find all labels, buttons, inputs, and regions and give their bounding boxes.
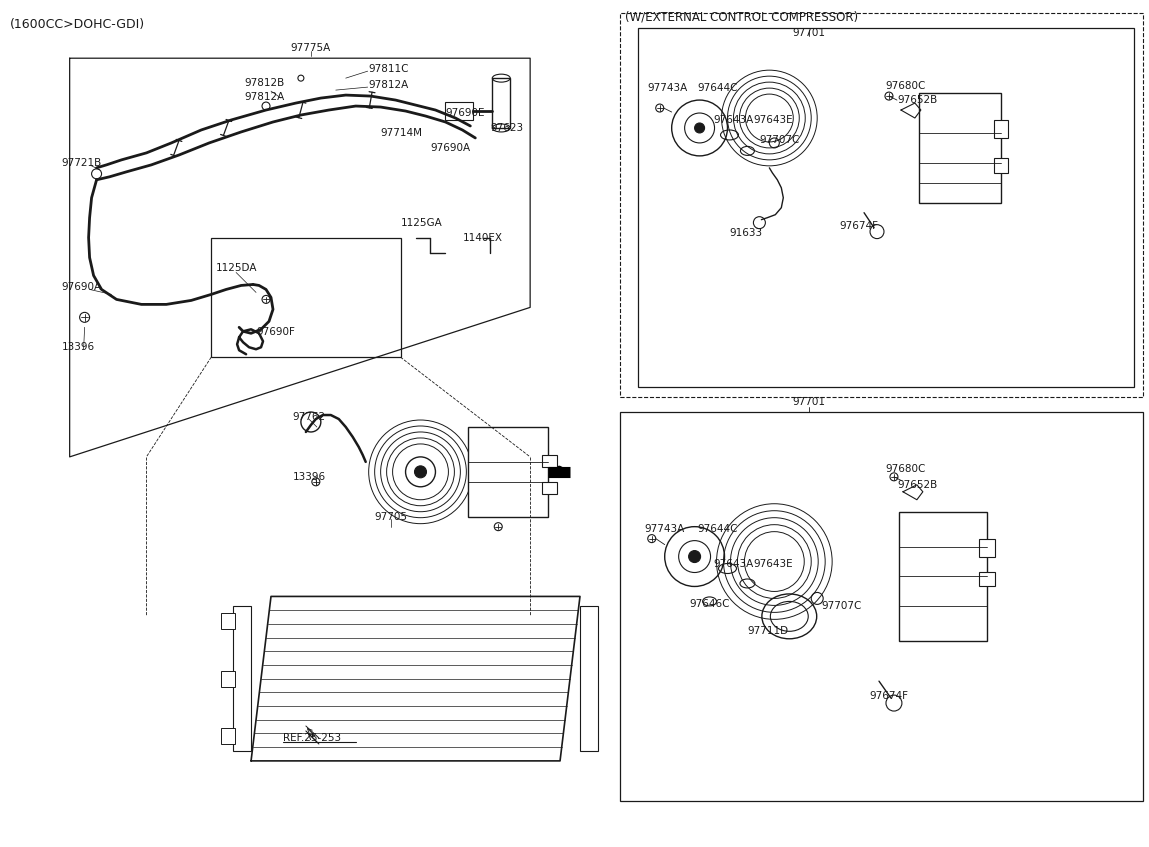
Text: 97680C: 97680C — [885, 464, 925, 473]
Text: 97711D: 97711D — [748, 626, 788, 636]
Bar — [919, 93, 1001, 202]
Text: 97690F: 97690F — [256, 327, 295, 337]
Text: 97775A: 97775A — [291, 43, 331, 53]
Bar — [994, 120, 1008, 138]
Text: 97690A: 97690A — [62, 282, 102, 292]
Text: 97690E: 97690E — [446, 108, 485, 118]
Text: 97743A: 97743A — [645, 523, 685, 534]
Bar — [580, 606, 597, 751]
Bar — [446, 102, 473, 120]
Text: 97623: 97623 — [491, 123, 524, 133]
Bar — [221, 671, 236, 687]
Text: 97646C: 97646C — [689, 600, 730, 609]
Bar — [492, 78, 510, 128]
Text: 1125GA: 1125GA — [401, 218, 442, 228]
Text: 97707C: 97707C — [759, 135, 800, 145]
Text: REF.25-253: REF.25-253 — [283, 733, 341, 743]
Text: 97811C: 97811C — [369, 64, 409, 75]
Text: 97643A: 97643A — [714, 558, 754, 568]
Text: 97721B: 97721B — [62, 158, 102, 168]
Bar — [211, 238, 401, 357]
Text: 97680C: 97680C — [885, 81, 925, 91]
Text: 13396: 13396 — [62, 342, 95, 352]
Bar — [619, 14, 1143, 397]
Text: 1125DA: 1125DA — [216, 263, 257, 273]
Text: 97643E: 97643E — [754, 558, 793, 568]
Text: 97643E: 97643E — [754, 115, 793, 125]
Bar — [221, 728, 236, 744]
Bar — [979, 572, 995, 586]
Text: 97644C: 97644C — [697, 523, 738, 534]
Text: (1600CC>DOHC-GDI): (1600CC>DOHC-GDI) — [10, 19, 145, 31]
Text: 97690A: 97690A — [431, 143, 471, 153]
Circle shape — [688, 551, 701, 562]
Text: 97701: 97701 — [793, 28, 826, 38]
Bar — [469, 427, 548, 517]
Circle shape — [406, 457, 435, 487]
Bar — [542, 455, 557, 467]
Bar — [619, 412, 1143, 800]
Text: 1140EX: 1140EX — [462, 233, 502, 242]
Text: 97743A: 97743A — [648, 83, 688, 93]
Text: 97701: 97701 — [793, 397, 826, 407]
Text: 97643A: 97643A — [714, 115, 754, 125]
Text: 97762: 97762 — [292, 412, 325, 422]
Text: 97812A: 97812A — [244, 92, 284, 102]
Text: 97812A: 97812A — [369, 80, 409, 90]
Text: 97674F: 97674F — [869, 691, 908, 701]
Bar — [221, 613, 236, 629]
Bar — [994, 158, 1008, 173]
Bar — [542, 482, 557, 494]
Text: (W/EXTERNAL CONTROL COMPRESSOR): (W/EXTERNAL CONTROL COMPRESSOR) — [625, 10, 858, 24]
Circle shape — [695, 123, 704, 133]
Bar — [233, 606, 252, 751]
Text: 97652B: 97652B — [897, 479, 938, 490]
Text: 13396: 13396 — [293, 472, 326, 482]
Circle shape — [415, 466, 426, 478]
Text: 97812B: 97812B — [244, 78, 284, 88]
Text: 91633: 91633 — [730, 228, 763, 238]
Text: 97705: 97705 — [375, 512, 407, 522]
Text: 97714M: 97714M — [380, 128, 423, 138]
Bar — [899, 512, 987, 641]
Text: 97707C: 97707C — [822, 601, 862, 612]
Bar — [638, 28, 1134, 387]
Text: 97652B: 97652B — [897, 95, 938, 105]
Bar — [979, 539, 995, 556]
Text: 97674F: 97674F — [839, 221, 878, 230]
Text: 97644C: 97644C — [697, 83, 738, 93]
